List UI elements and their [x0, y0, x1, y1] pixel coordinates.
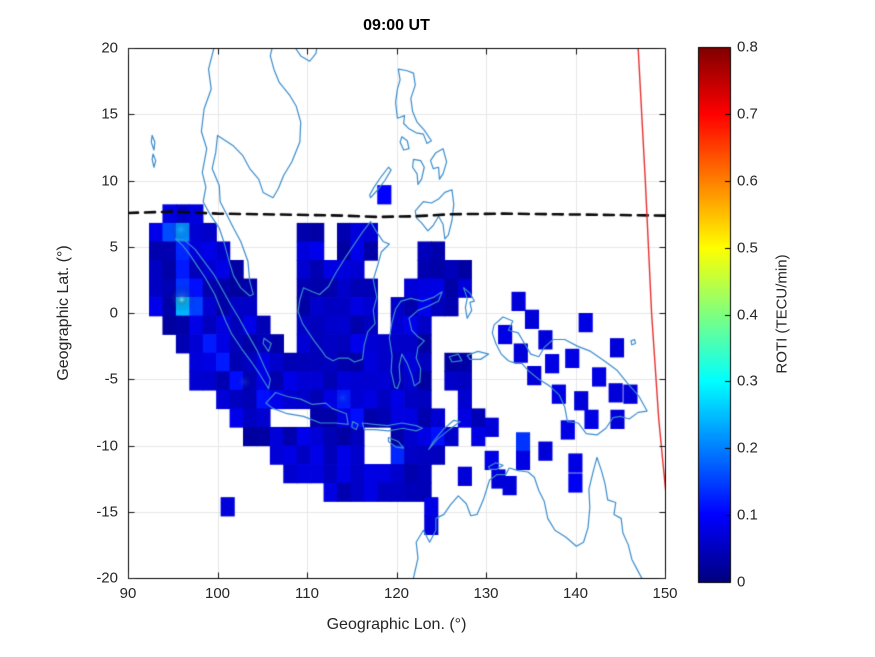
y-tick-label: -5: [104, 370, 118, 388]
y-tick-label: 15: [101, 105, 118, 123]
x-tick-label: 120: [383, 585, 410, 602]
y-tick-label: 10: [101, 172, 118, 189]
colorbar-tick-label: 0.2: [737, 439, 758, 457]
colorbar-tick-label: 0.6: [737, 172, 758, 190]
colorbar-tick-label: 0.7: [737, 105, 758, 123]
colorbar-tick-label: 0.4: [737, 306, 758, 323]
colorbar-tick-label: 0.8: [737, 38, 758, 56]
y-tick-label: 0: [109, 304, 118, 322]
colorbar-tick-label: 0: [737, 573, 746, 591]
colorbar-tick-label: 0.1: [737, 506, 758, 524]
y-tick-label: -10: [96, 437, 118, 454]
x-tick-label: 100: [204, 585, 231, 602]
x-tick-label: 110: [295, 585, 319, 602]
x-tick-label: 90: [119, 585, 137, 602]
colorbar-tick-label: 0.5: [737, 239, 758, 257]
x-tick-label: 150: [652, 585, 678, 602]
x-axis-label: Geographic Lon. (°): [326, 616, 467, 633]
x-tick-label: 130: [473, 585, 499, 602]
y-tick-label: 20: [101, 39, 118, 57]
y-tick-label: 5: [109, 238, 118, 256]
y-tick-label: -20: [96, 569, 118, 587]
y-tick-label: -15: [96, 503, 118, 521]
plot-title: 09:00 UT: [363, 17, 430, 34]
colorbar-label: ROTI (TECU/min): [773, 254, 791, 374]
x-tick-label: 140: [562, 585, 589, 602]
colorbar-tick-label: 0.3: [737, 372, 758, 390]
